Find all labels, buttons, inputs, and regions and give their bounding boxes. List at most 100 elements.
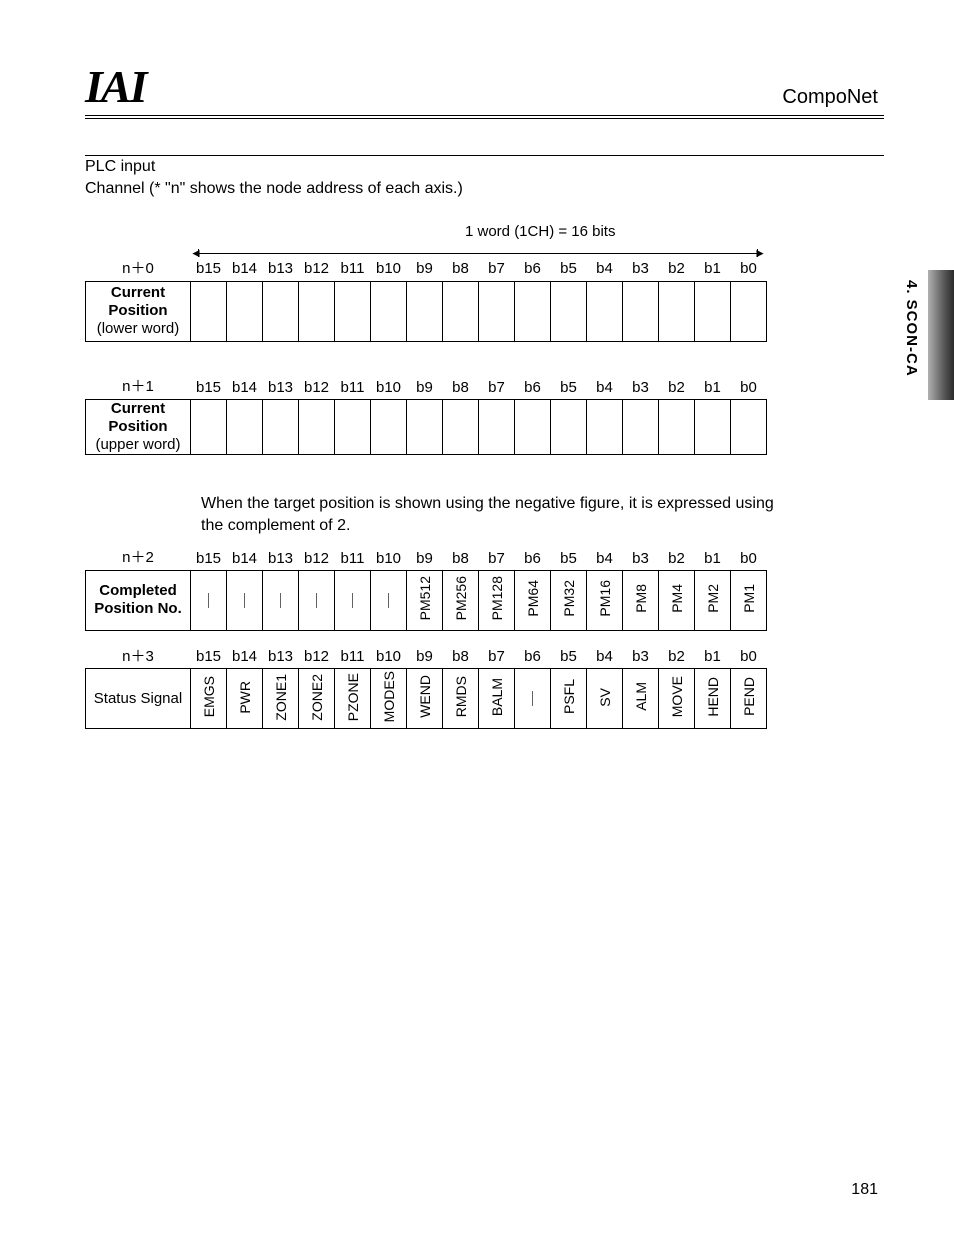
bit-header: b14: [227, 645, 263, 669]
bit-cell: [623, 281, 659, 341]
page-number: 181: [851, 1181, 878, 1199]
bit-header: b12: [299, 257, 335, 281]
bit-cell: PM256: [443, 570, 479, 630]
bit-cell: [659, 400, 695, 455]
bit-cell: BALM: [479, 669, 515, 729]
bit-header: b13: [263, 257, 299, 281]
bit-cell: [299, 400, 335, 455]
bit-header: b10: [371, 546, 407, 570]
bit-cell: [335, 281, 371, 341]
bit-cell: EMGS: [191, 669, 227, 729]
bit-header-row: n＋1 b15 b14 b13 b12 b11 b10 b9 b8 b7 b6 …: [86, 376, 767, 400]
bit-cell: PEND: [731, 669, 767, 729]
bit-cell: SV: [587, 669, 623, 729]
bit-cell: [335, 400, 371, 455]
row-label-l1: Current Position: [108, 400, 167, 435]
bit-header-row: n＋0 b15 b14 b13 b12 b11 b10 b9 b8 b7 b6 …: [86, 257, 767, 281]
bit-header: b11: [335, 546, 371, 570]
bit-cell: [299, 281, 335, 341]
channel-label: n＋0: [86, 257, 191, 281]
bit-cell: [587, 281, 623, 341]
bit-cell: ｜: [191, 570, 227, 630]
bit-cell: ｜: [227, 570, 263, 630]
bit-cell: [479, 400, 515, 455]
bit-cell: [731, 281, 767, 341]
bit-cell: ｜: [299, 570, 335, 630]
bit-header: b15: [191, 546, 227, 570]
channel-label: n＋3: [86, 645, 191, 669]
bit-header: b2: [659, 546, 695, 570]
bit-cell: MODES: [371, 669, 407, 729]
bit-header: b7: [479, 376, 515, 400]
bit-header: b10: [371, 257, 407, 281]
table-n1: n＋1 b15 b14 b13 b12 b11 b10 b9 b8 b7 b6 …: [85, 376, 884, 456]
bit-cell: WEND: [407, 669, 443, 729]
bit-cell: PZONE: [335, 669, 371, 729]
intro-line-2: Channel (* "n" shows the node address of…: [85, 178, 884, 200]
bit-cell: [695, 400, 731, 455]
bit-header: b9: [407, 546, 443, 570]
bit-cell: [407, 400, 443, 455]
bit-cell: [443, 281, 479, 341]
bit-cell: ｜: [263, 570, 299, 630]
row-label-l1: Status Signal: [94, 690, 182, 707]
channel-label: n＋2: [86, 546, 191, 570]
bit-header: b1: [695, 376, 731, 400]
bit-cell: [191, 400, 227, 455]
bit-cell: PM16: [587, 570, 623, 630]
row-label-l2: (upper word): [95, 436, 180, 453]
bit-header: b7: [479, 645, 515, 669]
bit-header: b14: [227, 257, 263, 281]
bit-header: b9: [407, 645, 443, 669]
bit-cell: PSFL: [551, 669, 587, 729]
table-n0: n＋0 b15 b14 b13 b12 b11 b10 b9 b8 b7 b6 …: [85, 257, 884, 342]
table-row: Current Position (upper word): [86, 400, 767, 455]
bit-cell: [659, 281, 695, 341]
bit-header: b13: [263, 376, 299, 400]
bit-header: b6: [515, 546, 551, 570]
bit-cell: PM2: [695, 570, 731, 630]
bit-header: b8: [443, 257, 479, 281]
row-label: Current Position (lower word): [86, 281, 191, 341]
complement-note: When the target position is shown using …: [201, 493, 791, 536]
bit-cell: ｜: [335, 570, 371, 630]
bit-cell: [407, 281, 443, 341]
bit-cell: [479, 281, 515, 341]
bit-header: b9: [407, 257, 443, 281]
row-label: Status Signal: [86, 669, 191, 729]
intro-line-1: PLC input: [85, 156, 884, 178]
bit-header: b5: [551, 546, 587, 570]
bit-cell: [551, 281, 587, 341]
page-header: IAI CompoNet: [85, 60, 884, 156]
bit-header-row: n＋3 b15 b14 b13 b12 b11 b10 b9 b8 b7 b6 …: [86, 645, 767, 669]
bit-cell: [371, 281, 407, 341]
bit-header: b1: [695, 546, 731, 570]
row-label-l2: Position No.: [94, 600, 182, 617]
bit-header: b8: [443, 546, 479, 570]
bit-cell: [587, 400, 623, 455]
bit-header: b4: [587, 376, 623, 400]
bit-header-row: n＋2 b15 b14 b13 b12 b11 b10 b9 b8 b7 b6 …: [86, 546, 767, 570]
bit-header: b3: [623, 376, 659, 400]
bit-header: b2: [659, 376, 695, 400]
bit-cell: [515, 281, 551, 341]
bit-cell: [371, 400, 407, 455]
row-label: Completed Position No.: [86, 570, 191, 630]
bit-header: b7: [479, 257, 515, 281]
bit-header: b9: [407, 376, 443, 400]
bit-header: b1: [695, 257, 731, 281]
bit-header: b5: [551, 257, 587, 281]
bit-header: b1: [695, 645, 731, 669]
bit-header: b3: [623, 546, 659, 570]
bit-cell: PM32: [551, 570, 587, 630]
bit-header: b13: [263, 645, 299, 669]
bit-header: b0: [731, 546, 767, 570]
bit-header: b0: [731, 376, 767, 400]
bit-header: b0: [731, 645, 767, 669]
bit-cell: ZONE2: [299, 669, 335, 729]
bit-cell: ZONE1: [263, 669, 299, 729]
bit-cell: ALM: [623, 669, 659, 729]
table-row: Current Position (lower word): [86, 281, 767, 341]
row-label-l1: Current Position: [108, 284, 167, 319]
logo: IAI: [85, 60, 145, 113]
